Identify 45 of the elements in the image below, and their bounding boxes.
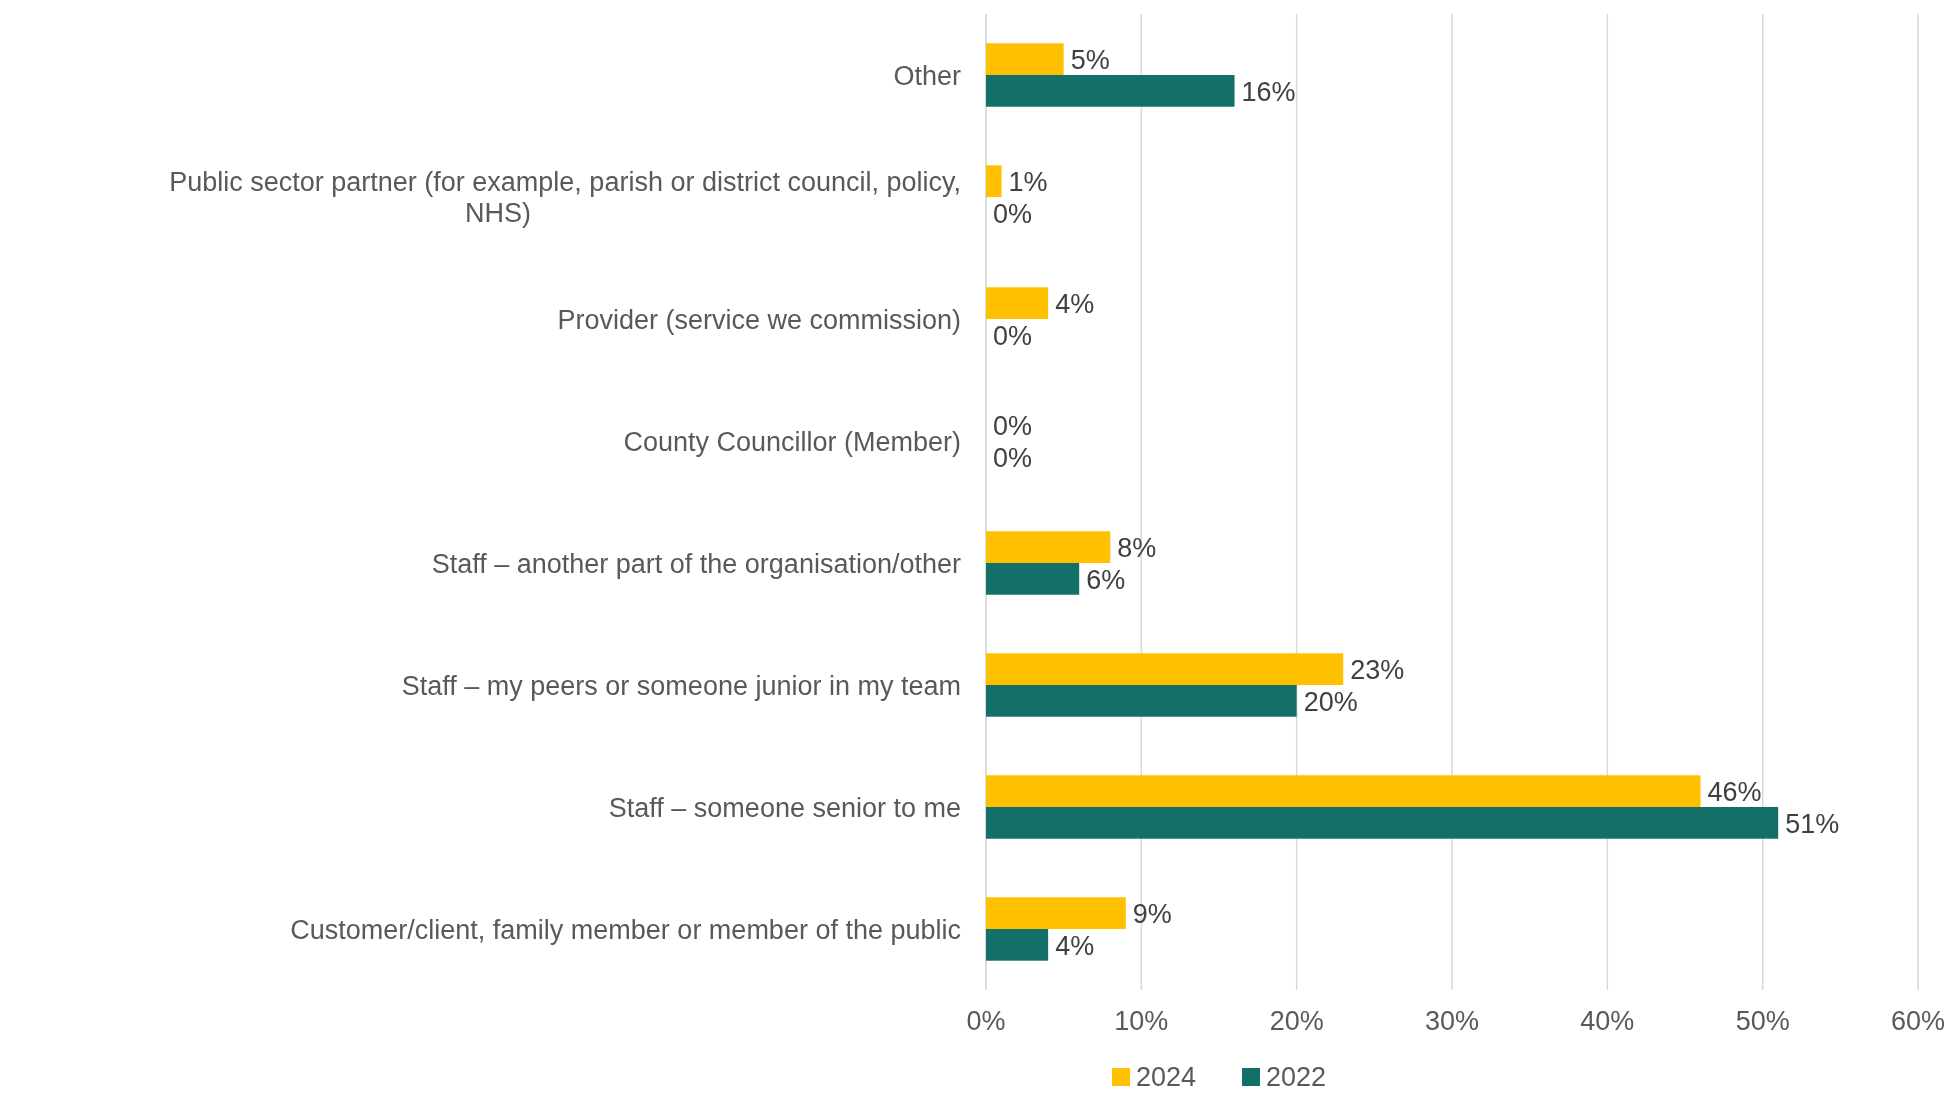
legend-label: 2022 — [1266, 1062, 1327, 1092]
x-tick-label: 30% — [1424, 1006, 1480, 1036]
bar — [986, 897, 1126, 929]
y-tick-label: Other — [893, 60, 961, 91]
data-label: 46% — [1707, 776, 1762, 807]
data-label: 1% — [1008, 166, 1048, 197]
bar — [986, 43, 1064, 75]
data-label: 0% — [993, 198, 1033, 229]
y-tick-label: County Councillor (Member) — [623, 426, 961, 457]
x-tick-label: 0% — [966, 1006, 1006, 1036]
data-label: 51% — [1785, 808, 1840, 839]
x-tick-label: 10% — [1114, 1006, 1169, 1036]
data-label: 16% — [1241, 76, 1296, 107]
bar — [986, 531, 1111, 563]
data-label: 23% — [1350, 654, 1405, 685]
bar — [986, 653, 1344, 685]
bar — [986, 807, 1779, 839]
x-tick-label: 60% — [1890, 1006, 1946, 1036]
data-label: 4% — [1055, 930, 1095, 961]
bar — [986, 775, 1701, 807]
data-label: 0% — [993, 320, 1033, 351]
data-label: 4% — [1055, 288, 1095, 319]
y-tick-label: Provider (service we commission) — [557, 304, 961, 335]
data-label: 6% — [1086, 564, 1126, 595]
legend-label: 2024 — [1136, 1062, 1197, 1092]
bar — [986, 563, 1080, 595]
data-label: 8% — [1117, 532, 1157, 563]
bar — [986, 929, 1049, 961]
bar — [986, 287, 1049, 319]
y-tick-label: Staff – someone senior to me — [608, 792, 961, 823]
bar — [986, 165, 1002, 197]
y-tick-label: Public sector partner (for example, parish or district council, policy, NHS) — [169, 167, 961, 229]
data-label: 0% — [993, 442, 1033, 473]
x-tick-label: 50% — [1735, 1006, 1790, 1036]
data-label: 0% — [993, 410, 1033, 441]
data-label: 20% — [1303, 686, 1358, 717]
y-tick-label: Customer/client, family member or member of the public — [290, 914, 961, 945]
bar — [986, 685, 1297, 717]
bar — [986, 75, 1235, 107]
data-label: 5% — [1070, 44, 1110, 75]
y-tick-label: Staff – my peers or someone junior in my team — [401, 670, 961, 701]
data-label: 9% — [1132, 898, 1172, 929]
y-tick-label: Staff – another part of the organisation/other — [431, 548, 961, 579]
x-tick-label: 40% — [1580, 1006, 1635, 1036]
x-tick-label: 20% — [1269, 1006, 1324, 1036]
